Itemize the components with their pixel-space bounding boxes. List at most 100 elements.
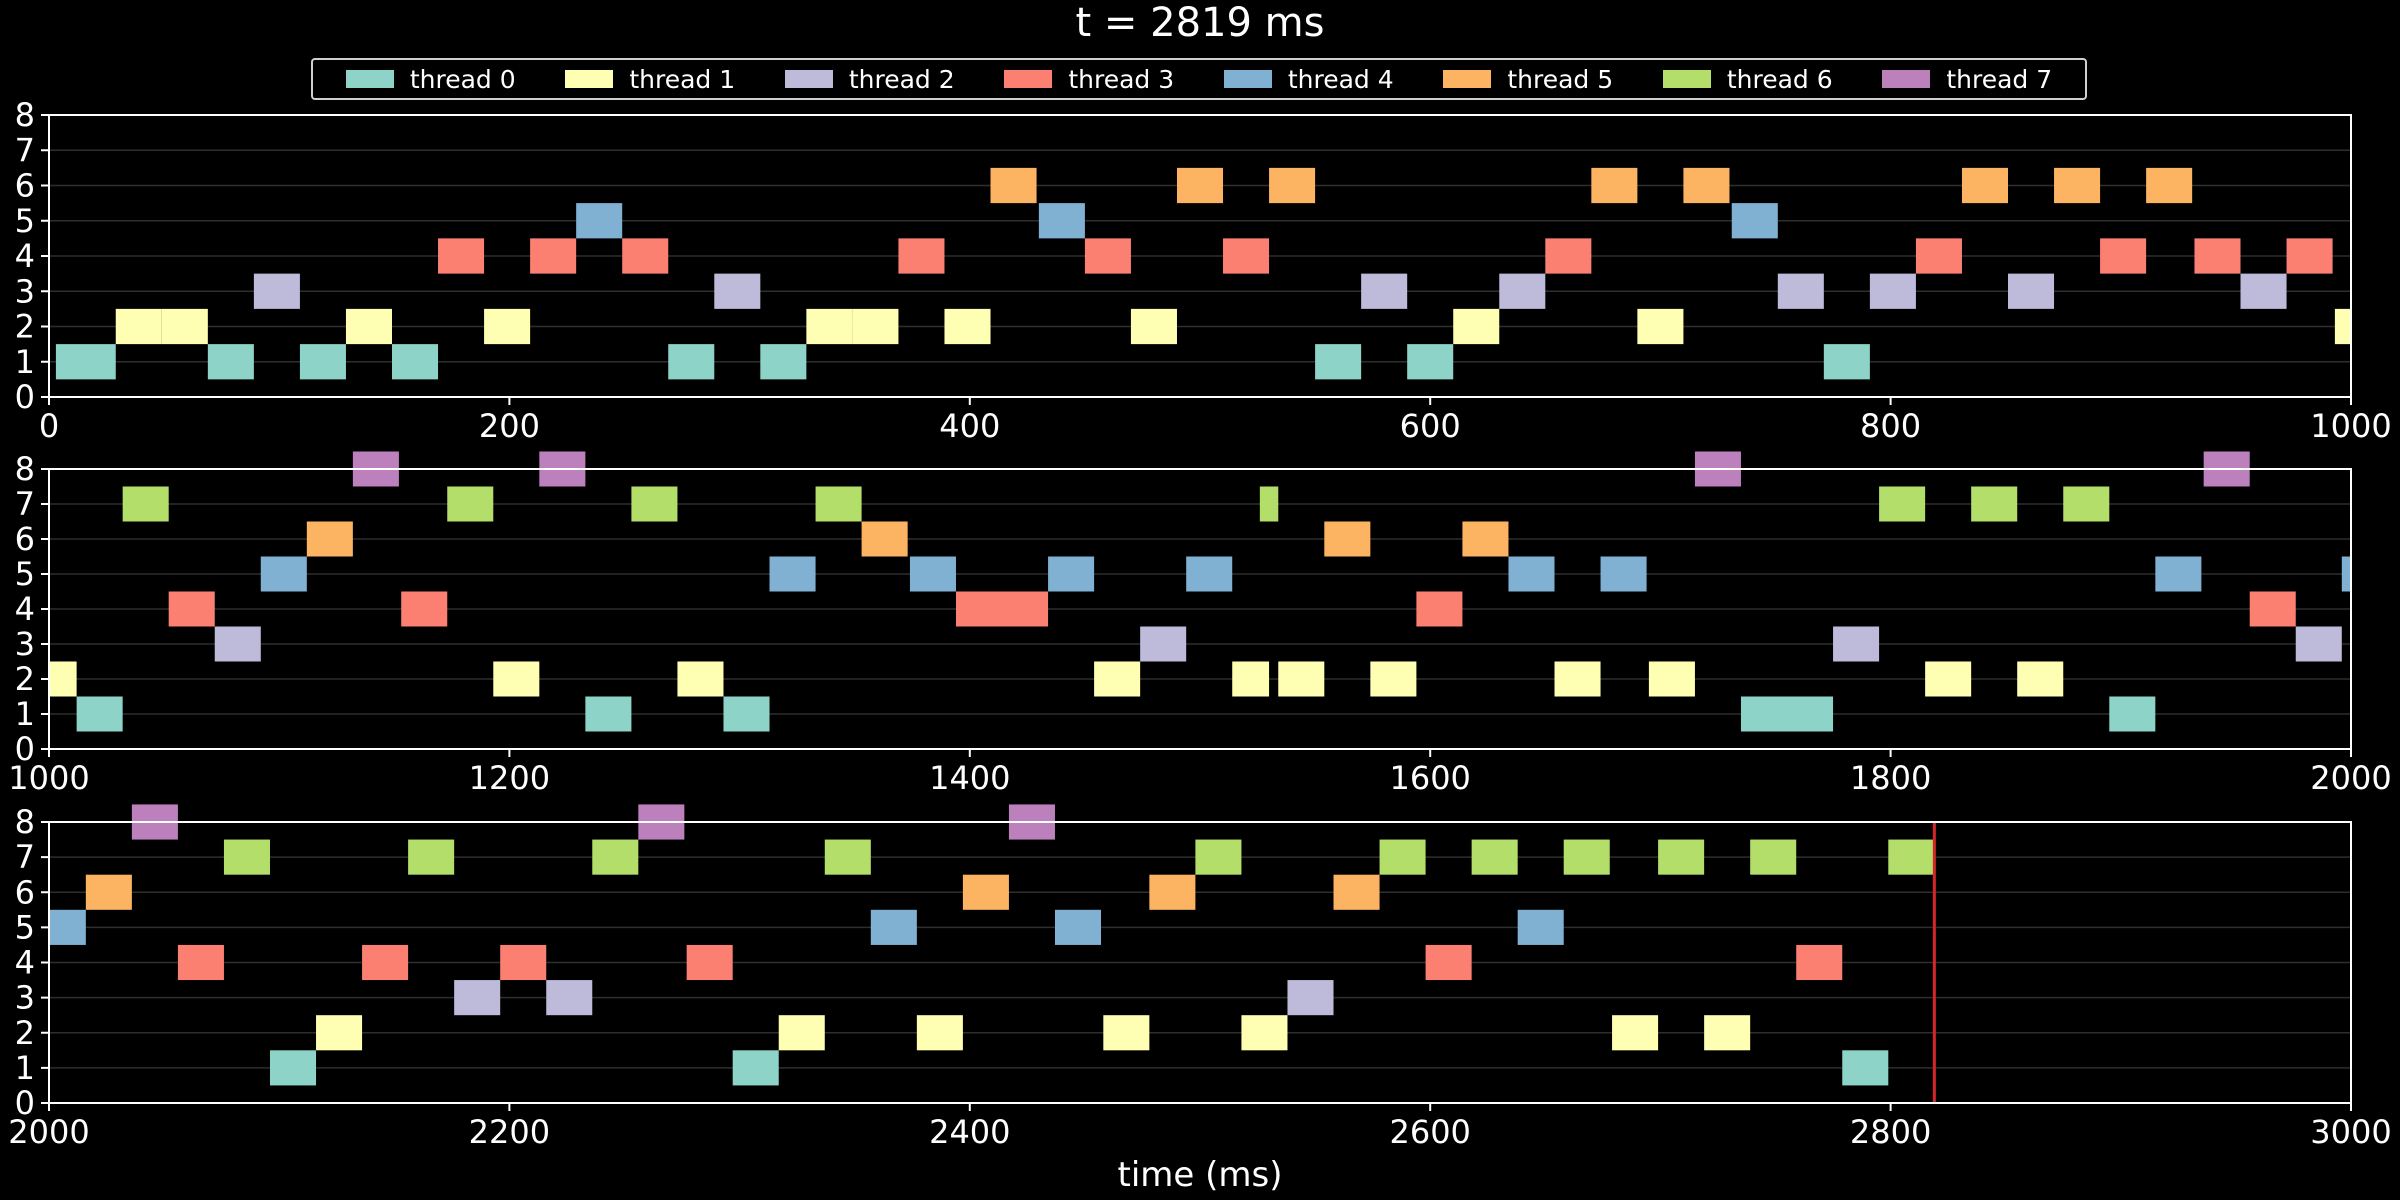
y-tick-label: 6 [15,873,35,911]
bar-thread-3 [1425,944,1472,981]
bar-thread-5 [1149,874,1196,910]
bar-thread-1 [1925,661,1972,697]
y-tick-label: 4 [15,237,35,275]
bar-thread-0 [1740,696,1834,732]
bar-thread-4 [769,556,816,592]
legend-item-thread-5: thread 5 [1443,65,1613,94]
bar-thread-3 [530,238,577,274]
bar-thread-2 [214,626,261,662]
y-tick-label: 2 [15,1014,35,1052]
bar-thread-4 [1054,909,1102,945]
x-tick-label: 2000 [2310,759,2391,797]
bar-thread-3 [686,944,733,981]
bar-thread-6 [1750,839,1797,875]
bar-thread-0 [269,1050,317,1086]
legend-label: thread 0 [409,64,516,94]
bar-thread-0 [1823,344,1870,380]
bar-thread-2 [1140,626,1187,662]
bar-thread-4 [576,203,623,239]
bar-thread-2 [454,980,501,1016]
bar-thread-2 [1777,273,1824,309]
bar-thread-4 [2341,556,2351,592]
bar-thread-3 [401,591,448,627]
chart-title: t = 2819 ms [1075,0,1325,46]
x-tick-label: 1400 [929,759,1010,797]
bar-thread-2 [1361,273,1408,309]
bar-thread-5 [2054,167,2101,204]
bar-thread-3 [2100,238,2147,274]
bar-thread-4 [2155,556,2202,592]
bar-thread-0 [55,344,116,380]
bar-thread-0 [585,696,632,732]
bar-thread-6 [1888,839,1935,875]
bar-thread-1 [1637,308,1684,345]
bar-thread-6 [815,486,862,522]
bar-thread-5 [85,874,132,910]
bar-thread-3 [1915,238,1962,274]
bar-thread-6 [1259,486,1279,522]
bar-thread-6 [1971,486,2018,522]
legend-item-thread-7: thread 7 [1882,65,2052,94]
y-tick-label: 0 [15,730,35,768]
bar-thread-6 [122,486,169,522]
bar-thread-1 [1241,1015,1288,1051]
bar-thread-3 [177,944,224,981]
bar-thread-3 [1223,238,1270,274]
x-tick-label: 1000 [2310,407,2391,445]
bar-thread-5 [1324,521,1371,557]
y-tick-label: 6 [15,167,35,205]
x-tick-label: 600 [1400,407,1461,445]
legend-label: thread 7 [1946,64,2053,94]
x-tick-label: 1200 [469,759,550,797]
bar-thread-3 [1545,238,1592,274]
x-tick-label: 1000 [8,759,89,797]
bar-thread-4 [909,556,956,592]
legend-swatch [345,70,394,88]
bar-thread-2 [1499,273,1546,309]
x-tick-label: 200 [479,407,540,445]
x-tick-label: 3000 [2310,1113,2391,1151]
bar-thread-4 [1517,909,1564,945]
bar-thread-1 [852,308,899,345]
y-tick-label: 2 [15,660,35,698]
legend-label: thread 5 [1507,64,1614,94]
legend-item-thread-4: thread 4 [1223,65,1394,94]
y-tick-label: 1 [15,1049,35,1087]
bar-thread-6 [408,839,455,875]
bar-thread-1 [1094,661,1141,697]
legend-label: thread 1 [629,64,736,94]
bar-thread-6 [223,839,270,875]
bar-thread-0 [732,1050,779,1086]
bar-thread-5 [1269,167,1316,204]
bar-thread-4 [870,909,917,945]
bar-thread-3 [168,591,215,627]
y-tick-label: 6 [15,520,35,558]
bar-thread-1 [115,308,162,345]
bar-thread-6 [1658,839,1705,875]
y-tick-label: 3 [15,272,35,310]
bar-thread-3 [438,238,485,274]
legend-swatch [1223,70,1272,88]
bar-thread-4 [1508,556,1555,592]
bar-thread-0 [760,344,807,380]
legend-item-thread-1: thread 1 [565,65,735,94]
bar-thread-6 [631,486,678,522]
bar-thread-5 [306,521,353,557]
y-tick-label: 8 [15,803,35,841]
x-tick-label: 1600 [1389,759,1470,797]
bar-thread-4 [49,909,86,945]
legend-swatch [1443,70,1492,88]
bar-thread-2 [1833,626,1880,662]
bar-thread-3 [2286,238,2333,274]
bar-thread-5 [1333,874,1380,910]
y-tick-label: 0 [15,1084,35,1122]
bar-thread-0 [668,344,715,380]
bar-thread-6 [2063,486,2110,522]
x-tick-label: 2200 [469,1113,550,1151]
bar-thread-4 [1186,556,1233,592]
bar-thread-2 [546,980,593,1016]
x-tick-label: 800 [1860,407,1921,445]
bar-thread-3 [500,944,547,981]
bar-thread-3 [622,238,669,274]
bar-thread-6 [592,839,639,875]
